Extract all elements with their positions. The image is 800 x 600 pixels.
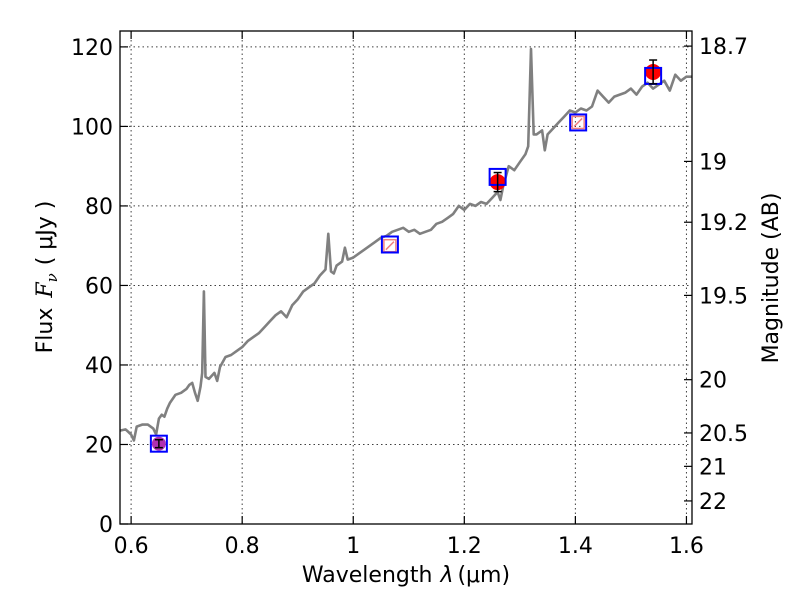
x-tick-label: 1.6: [669, 534, 704, 559]
magnitude-tick-label: 19.2: [699, 211, 748, 236]
magnitude-tick-label: 20: [699, 369, 727, 394]
y-tick-label: 60: [85, 274, 113, 299]
y-tick-label: 80: [85, 195, 113, 220]
magnitude-tick-label: 22: [699, 490, 727, 515]
magnitude-tick-label: 19.5: [699, 284, 748, 309]
x-tick-label: 1.4: [558, 534, 593, 559]
x-tick-label: 0.8: [225, 534, 260, 559]
x-axis-label-symbol: λ: [439, 563, 453, 588]
y-axis-label: Flux Fν ( μJy ): [33, 201, 61, 354]
model-flux-marker: [571, 115, 585, 130]
model-flux-marker-slash: [573, 117, 583, 127]
x-axis-label-unit: (μm): [457, 563, 510, 588]
x-tick-label: 1: [346, 534, 360, 559]
y-axis-label-text: Flux: [33, 308, 58, 354]
magnitude-tick-label: 20.5: [699, 422, 748, 447]
y-tick-label: 20: [85, 433, 113, 458]
y-axis-label-unit: ( μJy ): [33, 201, 58, 266]
magnitude-tick-label: 19: [699, 150, 727, 175]
y-axis-label-symbol: F: [33, 282, 58, 299]
y-tick-label: 100: [71, 115, 113, 140]
synthetic-photometry-marker: [149, 434, 168, 453]
x-axis-label-text: Wavelength: [302, 563, 433, 588]
spectrum-line: [119, 47, 692, 442]
x-tick-label: 0.6: [114, 534, 149, 559]
magnitude-tick-label: 21: [699, 455, 727, 480]
magnitude-tick-label: 18.7: [699, 35, 748, 60]
x-axis-label: Wavelength λ (μm): [302, 563, 510, 588]
tick-labels: 0.6 0.8 1 1.2 1.4 1.6 0 20 40 60 80 100 120 18.7 19 19.…: [71, 35, 748, 559]
y-tick-label: 0: [99, 513, 113, 538]
model-flux-marker-slash: [385, 241, 395, 251]
plot-frame: [119, 30, 693, 525]
y-axis-label-subscript: ν: [43, 273, 61, 282]
right-axis-label: Magnitude (AB): [759, 193, 784, 364]
synthetic-photometry-marker: [569, 113, 588, 132]
axis-ticks: [120, 31, 692, 525]
x-tick-label: 1.2: [447, 534, 482, 559]
y-tick-label: 40: [85, 354, 113, 379]
grid-lines: [120, 31, 692, 524]
synthetic-photometry-marker: [380, 235, 399, 254]
y-tick-label: 120: [71, 36, 113, 61]
photometry-markers: [149, 59, 663, 453]
